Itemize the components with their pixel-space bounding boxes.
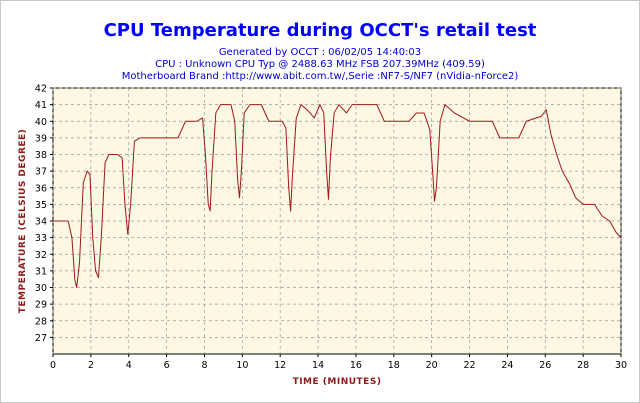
y-tick-label: 40 [35, 117, 47, 128]
y-tick-label: 31 [35, 266, 47, 277]
y-tick-label: 38 [35, 150, 47, 161]
y-tick-label: 39 [35, 133, 47, 144]
cpu-temperature-series-line [53, 104, 622, 288]
x-tick-label: 14 [312, 360, 324, 371]
x-tick-label: 22 [463, 360, 475, 371]
grid-layer [52, 87, 622, 354]
y-axis-label: TEMPERATURE (CELSIUS DEGREE) [18, 129, 28, 314]
y-tick-label: 35 [35, 200, 47, 211]
x-tick-label: 2 [88, 360, 94, 371]
x-tick-label: 12 [274, 360, 286, 371]
y-tick-label: 27 [35, 333, 47, 344]
chart-title: CPU Temperature during OCCT's retail tes… [104, 20, 537, 41]
y-tick-label: 42 [35, 84, 47, 95]
chart-subtitle-cpu: CPU : Unknown CPU Typ @ 2488.63 MHz FSB … [155, 59, 485, 70]
y-axis: 27 28 29 30 31 32 33 34 35 36 37 38 39 40 41 42 [35, 84, 53, 344]
x-tick-label: 26 [539, 360, 551, 371]
y-tick-label: 36 [35, 183, 47, 194]
x-axis: 0 2 4 6 8 10 12 14 16 18 20 22 24 26 28 30 [50, 354, 627, 371]
x-tick-label: 20 [426, 360, 438, 371]
x-tick-label: 8 [201, 360, 207, 371]
x-tick-label: 4 [126, 360, 132, 371]
y-tick-label: 32 [35, 250, 47, 261]
x-tick-label: 0 [50, 360, 56, 371]
y-tick-label: 37 [35, 167, 47, 178]
x-tick-label: 30 [615, 360, 627, 371]
x-tick-label: 18 [388, 360, 400, 371]
y-tick-label: 28 [35, 316, 47, 327]
x-tick-label: 16 [350, 360, 362, 371]
series-layer [53, 104, 622, 288]
y-tick-label: 41 [35, 100, 47, 111]
x-tick-label: 10 [236, 360, 248, 371]
chart-subtitle-motherboard: Motherboard Brand :http://www.abit.com.t… [122, 71, 519, 82]
y-tick-label: 29 [35, 300, 47, 311]
x-tick-label: 24 [501, 360, 513, 371]
x-axis-label: TIME (MINUTES) [293, 377, 382, 387]
y-tick-label: 30 [35, 283, 47, 294]
y-tick-label: 34 [35, 217, 47, 228]
chart-subtitle-generated: Generated by OCCT : 06/02/05 14:40:03 [219, 47, 421, 58]
x-tick-label: 28 [577, 360, 589, 371]
y-tick-label: 33 [35, 233, 47, 244]
x-tick-label: 6 [164, 360, 170, 371]
